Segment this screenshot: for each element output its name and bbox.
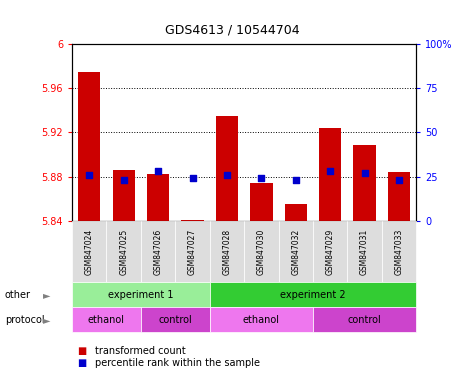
Text: GDS4613 / 10544704: GDS4613 / 10544704 (165, 23, 300, 36)
Point (258, 175, 265, 182)
Text: ■: ■ (77, 346, 86, 356)
Bar (250, 183, 272, 221)
Bar (181, 220, 204, 221)
Text: ►: ► (43, 314, 50, 325)
Point (154, 168, 162, 174)
Text: experiment 1: experiment 1 (108, 290, 173, 300)
Bar (285, 204, 307, 221)
Bar (78, 72, 100, 221)
Text: ethanol: ethanol (243, 314, 280, 325)
Bar (216, 116, 238, 221)
Text: GSM847028: GSM847028 (222, 228, 232, 275)
Text: ►: ► (43, 290, 50, 300)
Text: GSM847027: GSM847027 (188, 228, 197, 275)
Point (292, 177, 299, 183)
Text: protocol: protocol (5, 314, 44, 325)
Text: transformed count: transformed count (95, 346, 186, 356)
Point (395, 177, 403, 183)
Text: control: control (159, 314, 192, 325)
Text: ■: ■ (77, 358, 86, 368)
Text: percentile rank within the sample: percentile rank within the sample (95, 358, 260, 368)
Text: GSM847025: GSM847025 (119, 228, 128, 275)
Bar (319, 128, 341, 221)
Point (120, 177, 127, 183)
Text: GSM847029: GSM847029 (326, 228, 335, 275)
Text: control: control (348, 314, 381, 325)
Point (86, 172, 93, 178)
Point (189, 175, 196, 182)
Text: other: other (5, 290, 31, 300)
Bar (147, 174, 169, 221)
Text: GSM847024: GSM847024 (85, 228, 94, 275)
Bar (388, 172, 410, 221)
Text: experiment 2: experiment 2 (280, 290, 346, 300)
Bar (353, 145, 376, 221)
Text: GSM847030: GSM847030 (257, 228, 266, 275)
Text: GSM847032: GSM847032 (291, 228, 300, 275)
Point (361, 170, 368, 176)
Bar (113, 170, 135, 221)
Text: ethanol: ethanol (88, 314, 125, 325)
Point (326, 168, 334, 174)
Point (223, 172, 231, 178)
Text: GSM847031: GSM847031 (360, 228, 369, 275)
Text: GSM847033: GSM847033 (394, 228, 404, 275)
Text: GSM847026: GSM847026 (153, 228, 163, 275)
